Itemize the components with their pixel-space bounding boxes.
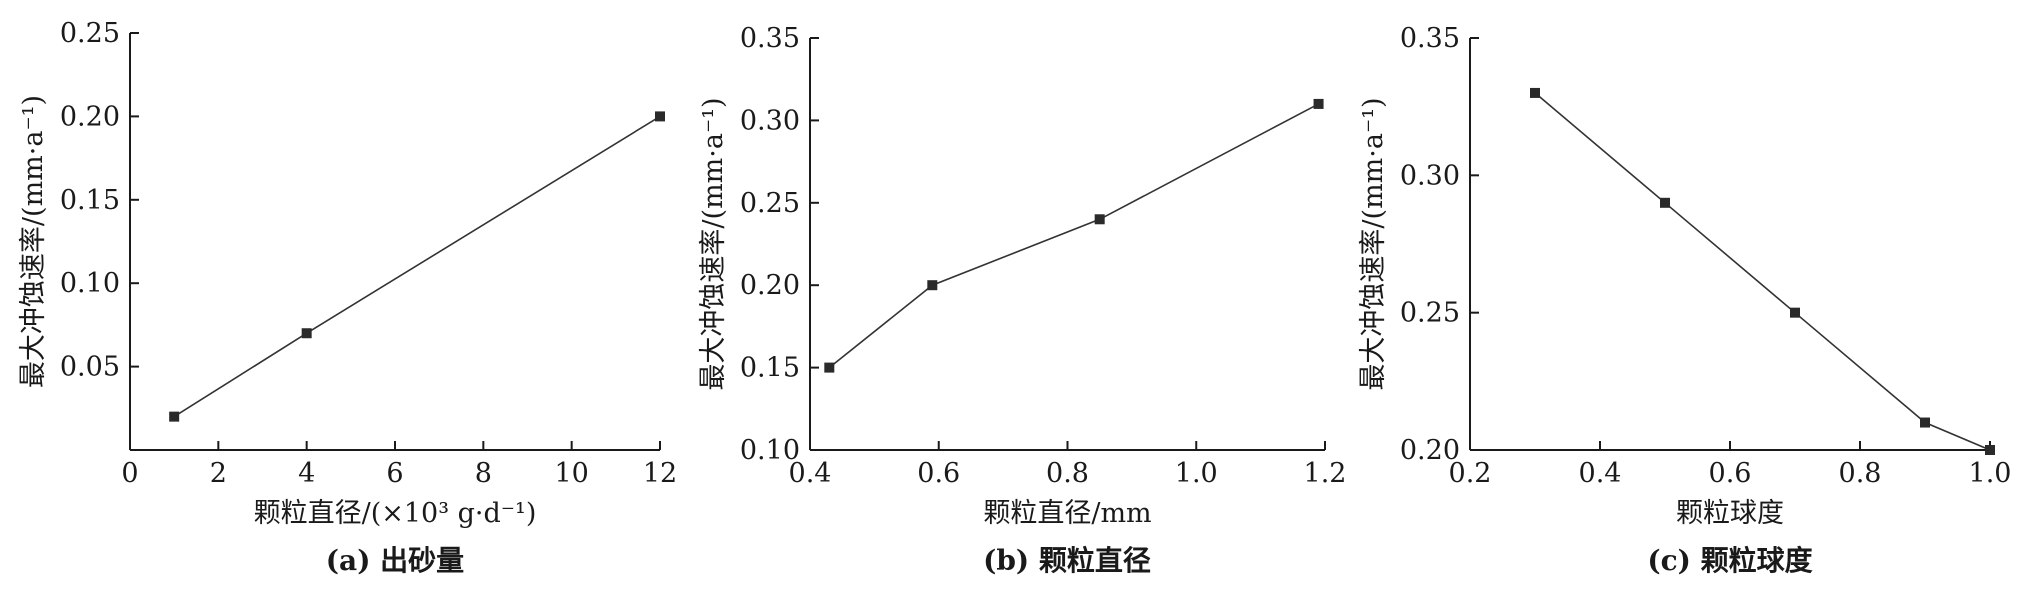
chart-b-x-tick-label: 0.6 bbox=[917, 458, 960, 489]
chart-b-data-point bbox=[1313, 98, 1324, 109]
chart-c-y-tick-label: 0.30 bbox=[1400, 160, 1460, 191]
chart-a-data-point bbox=[301, 328, 312, 339]
chart-b-data-point bbox=[824, 362, 835, 373]
chart-a-caption: (a) 出砂量 bbox=[326, 544, 464, 577]
chart-b-y-axis-label: 最大冲蚀速率/(mm·a⁻¹) bbox=[698, 97, 729, 390]
chart-c-y-axis-label: 最大冲蚀速率/(mm·a⁻¹) bbox=[1358, 97, 1389, 390]
chart-a-x-tick-label: 12 bbox=[643, 458, 677, 489]
chart-b-x-axis-label: 颗粒直径/mm bbox=[983, 498, 1151, 529]
chart-c-data-point bbox=[1660, 197, 1670, 208]
chart-b-y-tick-label: 0.30 bbox=[740, 105, 800, 136]
chart-a-x-tick-label: 2 bbox=[210, 458, 227, 489]
chart-a-data-point bbox=[169, 411, 180, 422]
chart-c-x-tick-label: 0.8 bbox=[1839, 458, 1882, 489]
chart-b-y-tick-label: 0.35 bbox=[740, 23, 800, 54]
chart-a-data-point bbox=[655, 111, 665, 122]
chart-c-x-tick-label: 0.4 bbox=[1579, 458, 1622, 489]
chart-c-data-point bbox=[1920, 417, 1930, 428]
chart-c-data-point bbox=[1985, 445, 1995, 455]
chart-c-data-point bbox=[1790, 307, 1800, 318]
chart-c-series-line bbox=[1534, 92, 1991, 451]
chart-a-y-tick-label: 0.05 bbox=[60, 352, 120, 383]
chart-a-x-tick-label: 10 bbox=[554, 458, 588, 489]
chart-c-y-tick-label: 0.20 bbox=[1400, 435, 1460, 466]
chart-b-x-tick-label: 0.4 bbox=[789, 458, 832, 489]
chart-a-x-tick-label: 0 bbox=[121, 458, 138, 489]
chart-b-y-tick-label: 0.20 bbox=[740, 270, 800, 301]
chart-a-x-tick-label: 4 bbox=[298, 458, 315, 489]
chart-a-y-tick-label: 0.15 bbox=[60, 185, 120, 216]
chart-b-caption: (b) 颗粒直径 bbox=[983, 544, 1151, 577]
chart-c-x-axis-label: 颗粒球度 bbox=[1676, 498, 1784, 529]
chart-b-y-tick-label: 0.25 bbox=[740, 188, 800, 219]
chart-b-data-point bbox=[1094, 214, 1105, 225]
chart-c-y-tick-label: 0.25 bbox=[1400, 298, 1460, 329]
chart-c-caption: (c) 颗粒球度 bbox=[1647, 544, 1812, 577]
chart-a-y-tick-label: 0.20 bbox=[60, 101, 120, 132]
chart-b-x-tick-label: 0.8 bbox=[1046, 458, 1089, 489]
chart-b-y-tick-label: 0.15 bbox=[740, 353, 800, 384]
chart-b-x-tick-label: 1.2 bbox=[1304, 458, 1347, 489]
chart-c-x-tick-label: 0.2 bbox=[1449, 458, 1492, 489]
chart-c-x-tick-label: 0.6 bbox=[1709, 458, 1752, 489]
chart-a-x-tick-label: 6 bbox=[386, 458, 403, 489]
chart-a-y-tick-label: 0.25 bbox=[60, 18, 120, 49]
chart-c-x-tick-label: 1.0 bbox=[1969, 458, 2012, 489]
chart-b-series-line bbox=[828, 103, 1319, 369]
chart-b-x-tick-label: 1.0 bbox=[1175, 458, 1218, 489]
chart-a-x-tick-label: 8 bbox=[475, 458, 492, 489]
chart-a-y-tick-label: 0.10 bbox=[60, 268, 120, 299]
chart-c-data-point bbox=[1530, 87, 1540, 98]
chart-b-data-point bbox=[927, 280, 938, 291]
chart-a-y-axis-label: 最大冲蚀速率/(mm·a⁻¹) bbox=[18, 95, 49, 388]
chart-b-y-tick-label: 0.10 bbox=[740, 435, 800, 466]
chart-c-y-tick-label: 0.35 bbox=[1400, 23, 1460, 54]
chart-a-series-line bbox=[173, 115, 661, 418]
chart-a-x-axis-label: 颗粒直径/(×10³ g·d⁻¹) bbox=[254, 498, 537, 529]
